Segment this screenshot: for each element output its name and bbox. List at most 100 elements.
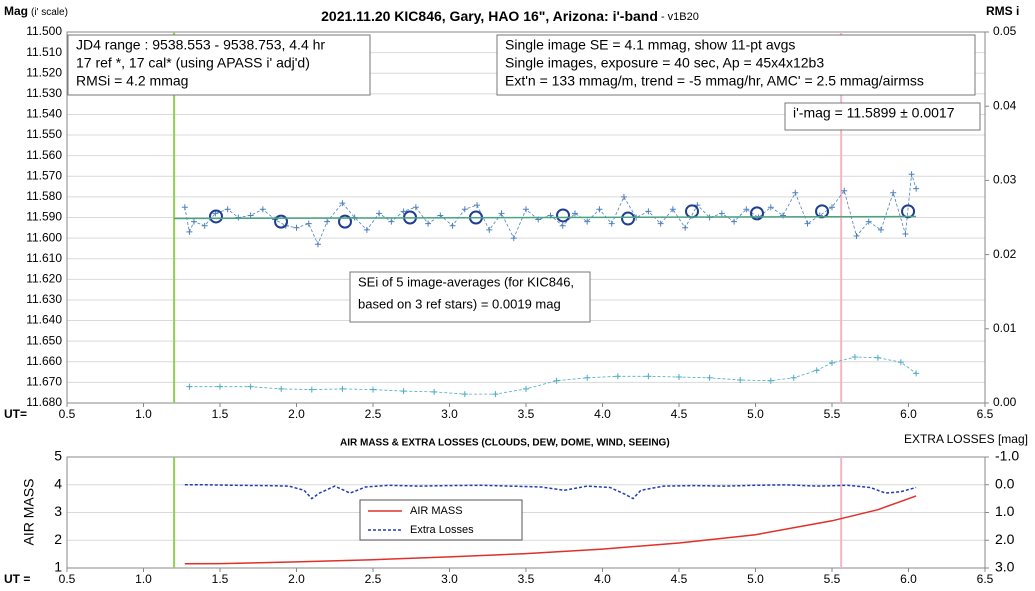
annotation-text: Single image SE = 4.1 mmag, show 11-pt a… bbox=[505, 37, 795, 53]
data-point bbox=[370, 386, 376, 393]
avg-point bbox=[750, 206, 765, 221]
avg-point bbox=[556, 208, 571, 223]
title-version: - v1B20 bbox=[658, 11, 699, 23]
title: 2021.11.20 KIC846, Gary, HAO 16", Arizon… bbox=[321, 8, 699, 24]
data-point bbox=[829, 359, 835, 366]
y2-tick-label: 0.02 bbox=[993, 247, 1017, 261]
data-point bbox=[339, 385, 346, 392]
annotation-text: JD4 range : 9538.553 - 9538.753, 4.4 hr bbox=[76, 37, 325, 53]
x-tick-label: 3.0 bbox=[441, 407, 458, 421]
data-point bbox=[804, 220, 811, 227]
y-label-note: (i' scale) bbox=[31, 7, 68, 18]
avg-point bbox=[338, 214, 353, 229]
data-point bbox=[737, 376, 744, 383]
legend-label: Extra Losses bbox=[410, 524, 474, 536]
annotation-text: i'-mag = 11.5899 ± 0.0017 bbox=[793, 105, 955, 121]
x-tick-label: 6.5 bbox=[977, 572, 994, 586]
x-tick-label: 3.0 bbox=[441, 572, 458, 586]
data-point bbox=[376, 210, 383, 217]
data-point bbox=[186, 228, 193, 235]
data-point bbox=[657, 220, 664, 227]
data-point bbox=[186, 383, 193, 390]
y-tick-label: 11.610 bbox=[26, 251, 62, 265]
annotation-box bbox=[67, 34, 371, 96]
data-point bbox=[314, 241, 321, 248]
annotation-box bbox=[496, 34, 976, 96]
data-point bbox=[676, 374, 682, 381]
y-tick-label: 11.500 bbox=[26, 24, 62, 38]
data-point bbox=[614, 373, 621, 380]
y-tick-label: 11.620 bbox=[26, 272, 62, 286]
data-point bbox=[425, 220, 432, 227]
title-main: 2021.11.20 KIC846, Gary, HAO 16", Arizon… bbox=[321, 8, 658, 24]
data-point bbox=[235, 214, 242, 221]
x-tick-label: 5.5 bbox=[824, 407, 841, 421]
data-point bbox=[790, 374, 797, 381]
y2-tick-label: 0.01 bbox=[993, 321, 1017, 335]
y-tick-label: 3 bbox=[54, 503, 62, 519]
data-point bbox=[498, 210, 505, 217]
data-point bbox=[492, 391, 499, 398]
avg-point bbox=[274, 214, 289, 229]
data-point bbox=[363, 226, 370, 233]
data-point bbox=[874, 354, 881, 361]
data-point bbox=[510, 235, 517, 242]
data-point bbox=[913, 185, 920, 192]
y-tick-label: 11.560 bbox=[26, 148, 62, 162]
x-axis-title: UT= bbox=[4, 407, 27, 421]
plot-frame bbox=[66, 31, 986, 404]
x-tick-label: 1.5 bbox=[212, 407, 229, 421]
data-point bbox=[902, 230, 909, 237]
data-point bbox=[718, 210, 725, 217]
data-point bbox=[596, 206, 603, 213]
y2-tick-label: 0.0 bbox=[995, 475, 1015, 491]
data-point bbox=[339, 200, 346, 207]
series-line bbox=[184, 174, 917, 246]
x-tick-label: 4.5 bbox=[671, 572, 688, 586]
y2-tick-label: 0.03 bbox=[993, 173, 1017, 187]
data-point bbox=[767, 204, 774, 211]
data-point bbox=[908, 171, 915, 178]
x-tick-label: 5.5 bbox=[824, 572, 841, 586]
data-point bbox=[324, 218, 331, 225]
y-tick-label: 11.640 bbox=[26, 313, 62, 327]
y-axis-title: Mag (i' scale) bbox=[4, 4, 68, 18]
y-tick-label: 5 bbox=[54, 448, 62, 464]
legend-label: AIR MASS bbox=[410, 505, 463, 517]
data-point bbox=[731, 218, 738, 225]
annotation-text: RMSi = 4.2 mmag bbox=[76, 73, 188, 89]
data-point bbox=[523, 206, 529, 213]
data-point bbox=[201, 222, 208, 229]
x-tick-label: 1.5 bbox=[212, 572, 229, 586]
x-tick-label: 0.5 bbox=[59, 407, 76, 421]
y-tick-label: 11.540 bbox=[26, 107, 62, 121]
series-line bbox=[184, 495, 917, 565]
y2-tick-label: 0.00 bbox=[993, 395, 1017, 409]
y-tick-label: 11.580 bbox=[26, 189, 62, 203]
data-point bbox=[224, 206, 231, 213]
y-tick-label: 11.570 bbox=[26, 168, 62, 182]
series-line bbox=[184, 484, 917, 500]
data-point bbox=[669, 206, 676, 213]
data-point bbox=[645, 208, 652, 215]
y-tick-label: 11.520 bbox=[26, 65, 62, 79]
x-tick-label: 2.5 bbox=[365, 572, 382, 586]
data-point bbox=[293, 224, 300, 231]
x-tick-label: 0.5 bbox=[59, 572, 76, 586]
data-point bbox=[305, 220, 312, 227]
data-point bbox=[608, 220, 615, 227]
y-tick-label: 11.660 bbox=[26, 354, 62, 368]
annotation-text: based on 3 ref stars) = 0.0019 mag bbox=[358, 296, 561, 311]
y-tick-label: 1 bbox=[54, 559, 62, 575]
x-tick-label: 6.0 bbox=[900, 407, 917, 421]
y2-tick-label: 0.04 bbox=[993, 98, 1017, 112]
y2-tick-label: 1.0 bbox=[995, 503, 1015, 519]
data-point bbox=[584, 218, 591, 225]
data-point bbox=[853, 233, 860, 240]
x-tick-label: 5.0 bbox=[747, 572, 764, 586]
series-line bbox=[174, 215, 917, 220]
y2-tick-label: 3.0 bbox=[995, 559, 1015, 575]
avg-point bbox=[209, 209, 224, 224]
